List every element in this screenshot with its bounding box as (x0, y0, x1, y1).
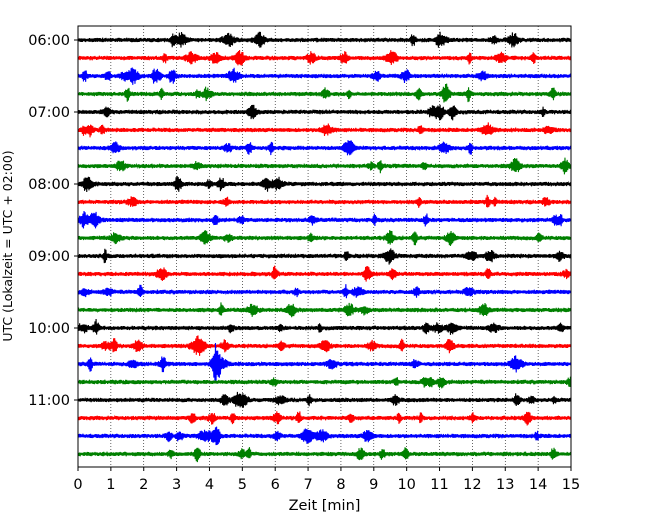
x-axis-label: Zeit [min] (289, 498, 361, 514)
trace-1015 (77, 335, 572, 356)
trace-1030 (77, 343, 572, 383)
x-tick-label: 4 (205, 477, 214, 493)
y-tick-label: 11:00 (28, 393, 70, 409)
x-tick-label: 1 (106, 477, 115, 493)
trace-0645 (77, 83, 572, 103)
x-tick-label: 3 (172, 477, 181, 493)
trace-0900 (77, 248, 572, 265)
trace-0945 (77, 302, 572, 318)
trace-0615 (77, 49, 572, 66)
trace-0600 (77, 31, 572, 48)
trace-0630 (77, 67, 572, 85)
trace-0830 (77, 210, 572, 229)
y-tick-label: 07:00 (28, 105, 70, 121)
trace-0715 (77, 122, 572, 138)
seismogram-traces (77, 31, 572, 463)
x-tick-label: 12 (463, 477, 481, 493)
y-tick-label: 10:00 (28, 321, 70, 337)
x-tick-label: 6 (271, 477, 280, 493)
y-tick-label: 09:00 (28, 249, 70, 265)
x-tick-label: 5 (238, 477, 247, 493)
x-tick-label: 8 (336, 477, 345, 493)
y-tick-label: 06:00 (28, 33, 70, 49)
plot-frame (77, 25, 572, 468)
trace-0845 (77, 230, 572, 246)
x-tick-label: 11 (430, 477, 448, 493)
y-axis-label: UTC (Lokalzeit = UTC + 02:00) (0, 150, 15, 341)
trace-0930 (77, 284, 572, 299)
trace-1145 (77, 447, 572, 463)
trace-0745 (77, 157, 572, 175)
trace-0800 (77, 175, 572, 192)
x-tick-label: 10 (397, 477, 415, 493)
x-tick-label: 13 (496, 477, 514, 493)
x-tick-label: 9 (369, 477, 378, 493)
x-tick-label: 2 (139, 477, 148, 493)
trace-0915 (77, 265, 572, 282)
trace-0700 (77, 104, 572, 121)
trace-0815 (77, 194, 572, 208)
trace-1100 (77, 391, 572, 408)
trace-1045 (77, 376, 572, 389)
x-tick-label: 0 (73, 477, 82, 493)
trace-1130 (77, 426, 572, 446)
trace-1000 (77, 318, 572, 335)
x-tick-label: 15 (562, 477, 580, 493)
x-tick-label: 14 (529, 477, 547, 493)
y-tick-label: 08:00 (28, 177, 70, 193)
y-axis-ticks: 06:00 07:00 08:00 09:00 10:00 11:00 (28, 33, 78, 409)
trace-1115 (77, 411, 572, 426)
x-axis-ticks: 0 1 2 3 4 5 6 7 8 9 10 11 12 13 14 15 (73, 467, 580, 493)
x-tick-label: 7 (303, 477, 312, 493)
trace-0730 (77, 140, 572, 156)
